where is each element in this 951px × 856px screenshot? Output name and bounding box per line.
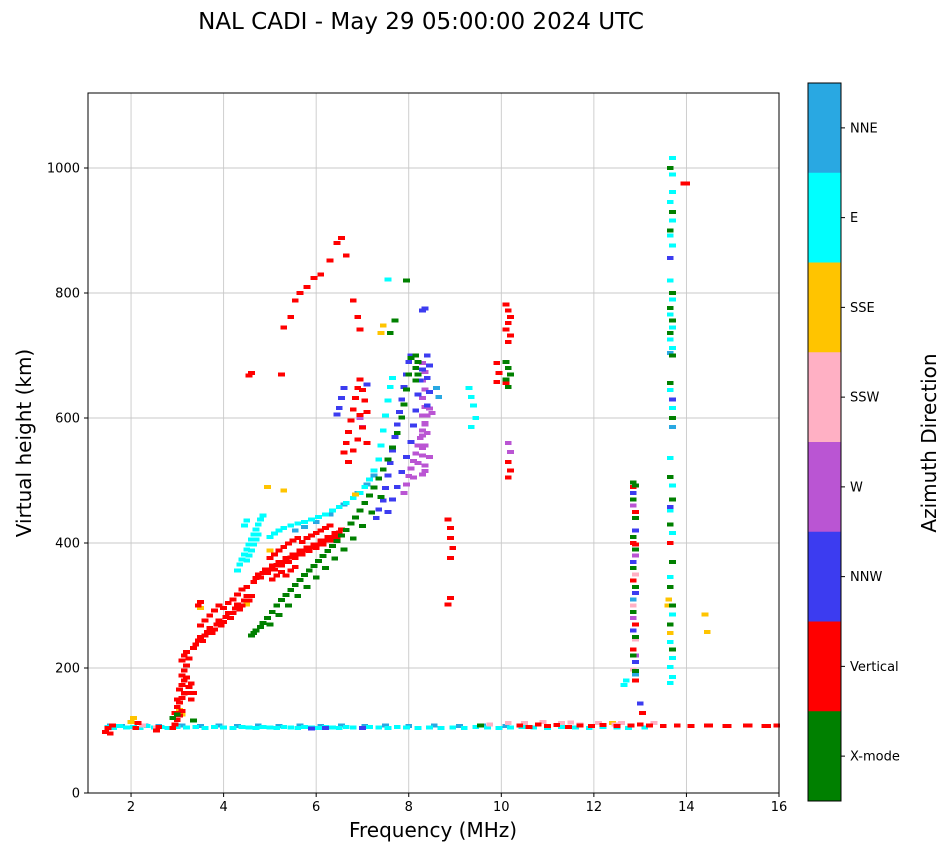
colorbar-label-NNE: NNE — [850, 121, 878, 136]
grid-lines — [88, 93, 780, 794]
colorbar-band-W — [808, 442, 841, 533]
colorbar-band-NNE — [808, 83, 841, 174]
svg-text:800: 800 — [55, 287, 80, 302]
colorbar: NNE E SSE SSW W NNW Vertical X-mode — [807, 82, 900, 802]
svg-text:6: 6 — [312, 800, 320, 815]
colorbar-label-Vertical: Vertical — [850, 660, 899, 675]
x-tick-labels: 2 4 6 8 10 12 14 16 — [127, 793, 787, 815]
colorbar-label-W: W — [850, 480, 863, 495]
colorbar-band-SSW — [808, 352, 841, 443]
colorbar-band-NNW — [808, 531, 841, 622]
x-axis-label: Frequency (MHz) — [348, 818, 518, 842]
svg-text:2: 2 — [127, 800, 135, 815]
series-SSE — [127, 323, 711, 725]
plot-border — [87, 92, 780, 794]
svg-text:16: 16 — [771, 800, 788, 815]
svg-text:14: 14 — [678, 800, 695, 815]
series-E — [104, 156, 676, 730]
svg-text:4: 4 — [219, 800, 227, 815]
colorbar-label-SSE: SSE — [850, 301, 875, 316]
svg-text:200: 200 — [55, 662, 80, 677]
series-X-mode — [169, 166, 676, 728]
y-axis-label: Virtual height (km) — [12, 348, 36, 538]
colorbar-label-SSW: SSW — [850, 391, 880, 406]
svg-text:12: 12 — [586, 800, 603, 815]
colorbar-label-X-mode: X-mode — [850, 750, 900, 765]
series-W — [356, 361, 639, 658]
colorbar-border — [807, 82, 842, 802]
series-Vertical — [102, 181, 781, 736]
series-NNW — [308, 256, 676, 731]
svg-text:0: 0 — [72, 787, 80, 802]
y-tick-labels: 0 200 400 600 800 1000 — [47, 162, 88, 802]
colorbar-band-SSE — [808, 262, 841, 353]
chart-title: NAL CADI - May 29 05:00:00 2024 UTC — [198, 9, 644, 35]
colorbar-band-X-mode — [808, 711, 841, 802]
svg-text:10: 10 — [493, 800, 510, 815]
colorbar-label-E: E — [850, 211, 858, 226]
svg-text:8: 8 — [405, 800, 413, 815]
colorbar-title: Azimuth Direction — [917, 353, 941, 533]
svg-text:600: 600 — [55, 412, 80, 427]
scatter-points — [102, 156, 781, 736]
colorbar-band-Vertical — [808, 621, 841, 712]
colorbar-band-E — [808, 172, 841, 263]
series-NNE — [106, 351, 676, 729]
svg-text:400: 400 — [55, 537, 80, 552]
svg-text:1000: 1000 — [47, 162, 80, 177]
colorbar-label-NNW: NNW — [850, 570, 882, 585]
